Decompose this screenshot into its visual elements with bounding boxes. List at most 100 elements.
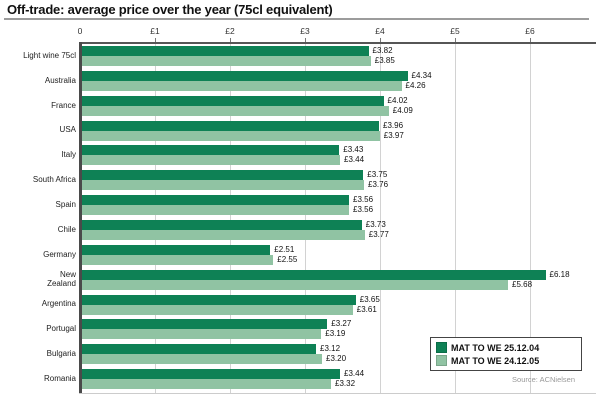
bar-mat-2005	[82, 229, 365, 240]
bar-value-label: £3.56	[353, 195, 374, 205]
bar-mat-2005	[82, 205, 349, 216]
grid-line	[155, 44, 156, 393]
category-label: Argentina	[41, 299, 76, 309]
category-label: Spain	[55, 199, 76, 209]
axis-tick-label: £6	[525, 26, 535, 36]
bar-value-label: £3.82	[372, 46, 393, 55]
bar-value-label: £5.68	[512, 279, 533, 289]
category-label: Portugal	[46, 324, 76, 334]
grid-line	[530, 44, 531, 393]
category-label: Germany	[43, 249, 76, 259]
bar-mat-2004	[82, 219, 362, 230]
bar-value-label: £3.61	[356, 304, 377, 314]
bar-value-label: £3.27	[331, 319, 352, 329]
axis-tick-mark	[305, 38, 306, 42]
category-label: Chile	[57, 224, 76, 234]
legend: MAT TO WE 25.12.04 MAT TO WE 24.12.05	[430, 337, 582, 371]
category-label: Romania	[43, 373, 76, 383]
category-label: France	[51, 100, 76, 110]
axis-tick-label: £3	[300, 26, 310, 36]
category-label: South Africa	[32, 175, 76, 185]
bar-mat-2004	[82, 319, 328, 330]
bar-value-label: £3.65	[359, 294, 380, 304]
legend-label: MAT TO WE 24.12.05	[451, 355, 540, 366]
bar-value-label: £3.97	[383, 130, 404, 140]
bar-value-label: £3.85	[374, 56, 395, 65]
x-axis-line	[79, 42, 596, 44]
bar-value-label: £3.12	[320, 344, 341, 354]
bar-mat-2005	[82, 329, 322, 340]
bar-mat-2004	[82, 369, 340, 380]
bar-value-label: £3.32	[335, 379, 356, 389]
bar-value-label: £3.73	[365, 219, 386, 229]
axis-tick-label: 0	[77, 26, 83, 36]
bar-value-label: £3.20	[326, 354, 347, 364]
bar-value-label: £3.76	[368, 180, 389, 190]
category-label: New Zealand	[47, 270, 76, 288]
bar-mat-2004	[82, 269, 546, 280]
y-axis-line	[79, 42, 82, 394]
bar-value-label: £4.02	[387, 95, 408, 105]
bar-mat-2005	[82, 105, 389, 116]
bar-value-label: £3.56	[353, 205, 374, 215]
bar-value-label: £3.44	[344, 369, 365, 379]
bar-mat-2004	[82, 120, 379, 131]
bar-mat-2005	[82, 180, 364, 191]
bar-value-label: £3.44	[344, 155, 365, 165]
category-label: USA	[59, 125, 76, 135]
category-label: Australia	[44, 75, 76, 85]
grid-line	[455, 44, 456, 393]
bar-mat-2004	[82, 46, 369, 56]
title-divider	[4, 18, 589, 20]
bar-mat-2005	[82, 155, 340, 166]
bar-mat-2004	[82, 170, 364, 181]
bar-mat-2005	[82, 279, 508, 290]
bar-value-label: £4.26	[405, 80, 426, 90]
bar-value-label: £4.34	[411, 70, 432, 80]
axis-tick-label: £2	[225, 26, 235, 36]
legend-swatch	[436, 342, 447, 353]
bar-mat-2005	[82, 254, 274, 265]
axis-tick-label: £5	[450, 26, 460, 36]
bar-value-label: £3.75	[367, 170, 388, 180]
bar-mat-2005	[82, 80, 402, 91]
bar-mat-2004	[82, 244, 271, 255]
source-note: Source: ACNielsen	[512, 375, 575, 384]
bar-value-label: £4.09	[392, 105, 413, 115]
bar-value-label: £2.51	[274, 244, 295, 254]
category-label: Light wine 75cl	[23, 50, 76, 60]
legend-item: MAT TO WE 24.12.05	[436, 354, 577, 367]
bar-mat-2004	[82, 294, 356, 305]
bar-value-label: £6.18	[549, 269, 570, 279]
bar-mat-2004	[82, 344, 316, 355]
legend-label: MAT TO WE 25.12.04	[451, 342, 540, 353]
plot-bottom-border	[79, 393, 596, 394]
bar-mat-2004	[82, 95, 384, 106]
grid-line	[305, 44, 306, 393]
bar-mat-2005	[82, 354, 322, 365]
axis-tick-mark	[380, 38, 381, 42]
bar-mat-2005	[82, 379, 331, 390]
bar-mat-2004	[82, 145, 340, 156]
grid-line	[380, 44, 381, 393]
bar-value-label: £3.96	[383, 120, 404, 130]
category-label: Bulgaria	[46, 349, 76, 359]
bar-mat-2005	[82, 56, 371, 66]
bar-mat-2005	[82, 304, 353, 315]
axis-tick-mark	[230, 38, 231, 42]
category-label: Italy	[61, 150, 76, 160]
bar-mat-2005	[82, 130, 380, 141]
bar-mat-2004	[82, 195, 349, 206]
bar-value-label: £3.19	[325, 329, 346, 339]
grid-line	[230, 44, 231, 393]
axis-tick-mark	[455, 38, 456, 42]
legend-item: MAT TO WE 25.12.04	[436, 341, 577, 354]
axis-tick-label: £1	[150, 26, 160, 36]
bar-value-label: £3.43	[343, 145, 364, 155]
axis-tick-label: £4	[375, 26, 385, 36]
bar-value-label: £2.55	[277, 254, 298, 264]
legend-swatch	[436, 355, 447, 366]
bar-value-label: £3.77	[368, 229, 389, 239]
chart-title: Off-trade: average price over the year (…	[7, 2, 333, 17]
